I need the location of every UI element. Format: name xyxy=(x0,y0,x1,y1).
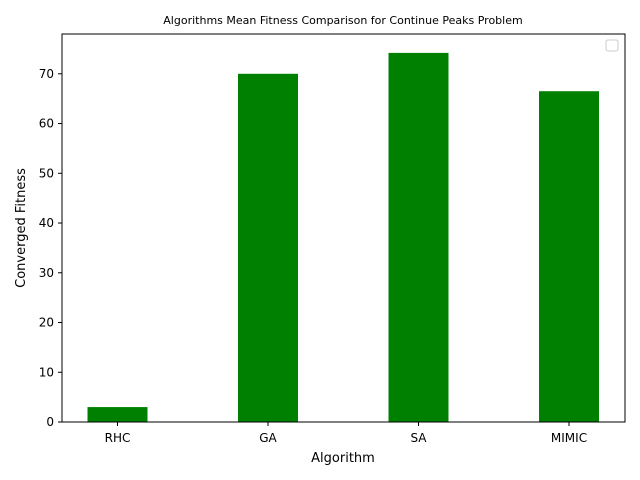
y-tick-label: 50 xyxy=(39,166,54,180)
y-tick-label: 30 xyxy=(39,266,54,280)
bar-mimic xyxy=(539,91,599,422)
chart-title: Algorithms Mean Fitness Comparison for C… xyxy=(163,14,522,27)
x-tick-label-sa: SA xyxy=(410,431,427,445)
legend-box xyxy=(605,39,619,52)
bar-rhc xyxy=(87,407,148,422)
bars-group xyxy=(87,52,599,423)
bar-ga xyxy=(238,73,298,423)
x-tick-label-rhc: RHC xyxy=(105,431,131,445)
x-axis-label: Algorithm xyxy=(311,451,375,466)
y-tick-label: 70 xyxy=(39,67,54,81)
y-tick-label: 40 xyxy=(39,216,54,230)
y-tick-label: 0 xyxy=(46,415,54,429)
x-tick-label-mimic: MIMIC xyxy=(551,431,587,445)
y-axis: 0 10 20 30 40 50 60 70 xyxy=(39,67,62,429)
y-tick-label: 60 xyxy=(39,117,54,131)
y-tick-label: 10 xyxy=(39,365,54,379)
x-tick-label-ga: GA xyxy=(259,431,277,445)
x-axis: RHC GA SA MIMIC xyxy=(105,422,587,445)
bar-sa xyxy=(388,52,449,423)
y-tick-label: 20 xyxy=(39,316,54,330)
y-axis-label: Converged Fitness xyxy=(14,168,29,288)
plot-frame xyxy=(61,33,626,423)
